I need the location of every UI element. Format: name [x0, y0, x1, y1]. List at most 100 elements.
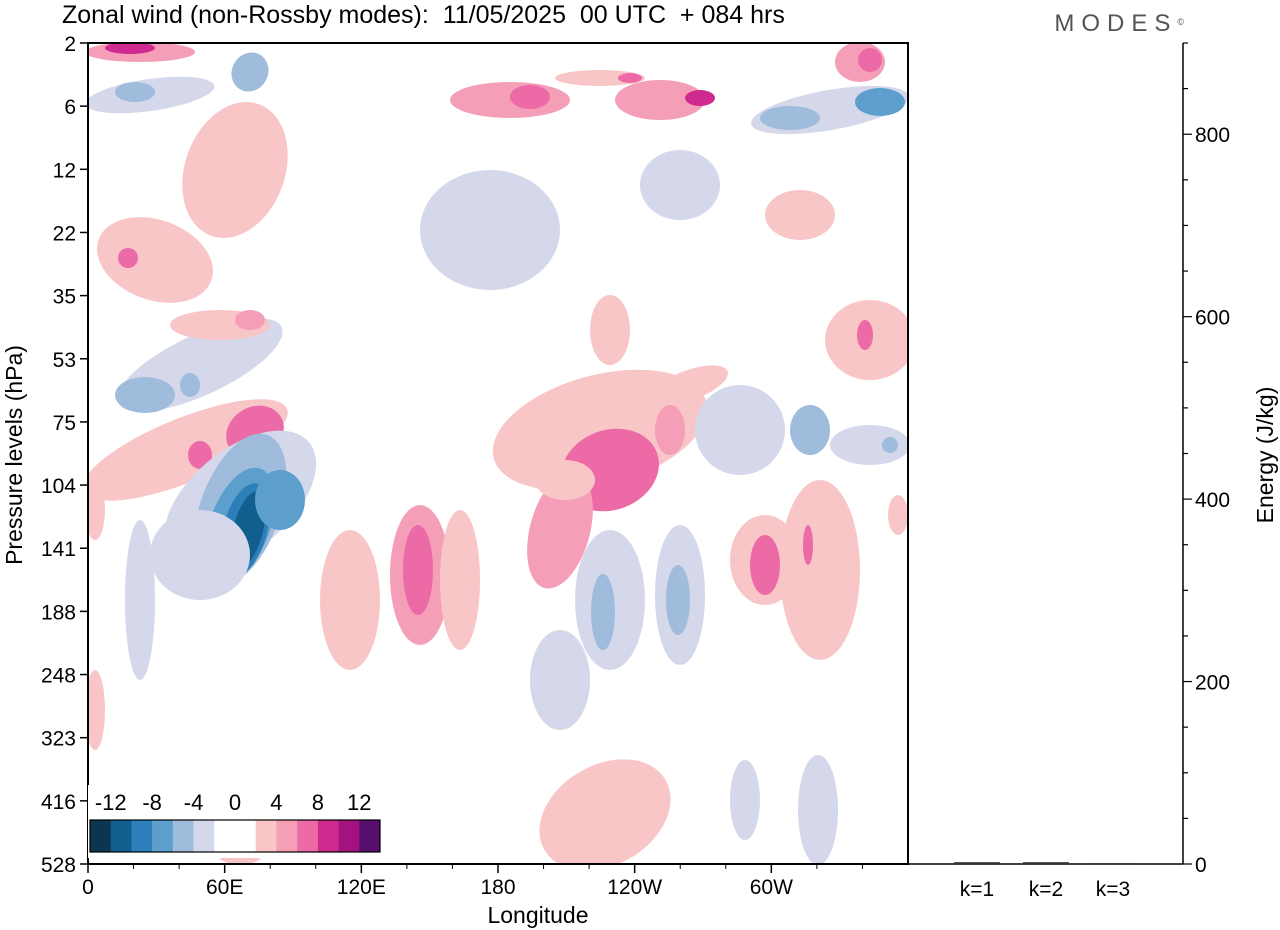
y-tick-label: 188: [41, 601, 76, 624]
contour-region: [888, 495, 908, 535]
colorbar-swatch: [317, 820, 339, 852]
x-tick-label: 60W: [750, 876, 793, 899]
y-tick-label: 35: [53, 286, 76, 309]
contour-region: [255, 470, 305, 530]
contour-region: [450, 82, 570, 118]
contour-region: [685, 90, 715, 106]
contour-region: [750, 535, 780, 595]
energy-category-label: k=3: [1096, 878, 1130, 901]
brand-text: MODES: [1054, 10, 1178, 37]
contour-region: [655, 405, 685, 455]
energy-tick-label: 600: [1195, 307, 1230, 330]
colorbar-swatch: [131, 820, 153, 852]
contour-region: [615, 80, 705, 120]
contour-region: [88, 480, 105, 540]
energy-category-label: k=1: [960, 878, 994, 901]
y-tick-label: 416: [41, 791, 76, 814]
colorbar-swatch: [255, 820, 277, 852]
colorbar-swatch: [235, 820, 257, 852]
x-axis-label: Longitude: [487, 902, 588, 928]
contour-region: [115, 377, 175, 413]
y-tick-label: 6: [64, 96, 76, 119]
colorbar: -12 -8 -4 0 4 8 12: [88, 785, 382, 858]
contour-region: [180, 373, 200, 397]
y-tick-label: 141: [41, 538, 76, 561]
contour-region: [855, 88, 905, 116]
colorbar-swatch: [172, 820, 194, 852]
contour-region: [115, 82, 155, 102]
contour-region: [539, 759, 671, 864]
contour-region: [125, 520, 155, 680]
energy-tick-label: 800: [1195, 124, 1230, 147]
contour-region: [666, 565, 690, 635]
colorbar-tick-label: 0: [229, 790, 241, 815]
contour-region: [105, 43, 155, 54]
colorbar-tick-label: -12: [95, 790, 127, 815]
contour-region: [235, 310, 265, 330]
colorbar-swatch: [297, 820, 319, 852]
x-tick-label: 0: [82, 876, 94, 899]
contour-region: [858, 48, 882, 72]
y-tick-label: 22: [53, 222, 76, 245]
contour-region: [510, 85, 550, 109]
contour-region: [798, 755, 838, 864]
contour-region: [88, 670, 105, 750]
chart-title: Zonal wind (non-Rossby modes): 11/05/202…: [62, 1, 785, 29]
contour-region: [790, 405, 830, 455]
x-tick-label: 180: [480, 876, 515, 899]
colorbar-tick-label: -8: [142, 790, 162, 815]
colorbar-swatch: [193, 820, 215, 852]
y-tick-label: 2: [64, 33, 76, 56]
energy-axis-label: Energy (J/kg): [1252, 387, 1278, 524]
y-axis-label: Pressure levels (hPa): [1, 345, 27, 565]
contour-region: [765, 190, 835, 240]
contour-region: [150, 510, 250, 600]
brand-logo: MODES©: [1054, 10, 1184, 38]
contour-region: [591, 574, 615, 650]
contour-region: [882, 437, 898, 453]
contour-region: [527, 471, 593, 589]
energy-bar: [1090, 863, 1136, 865]
colorbar-swatch: [338, 820, 360, 852]
y-tick-label: 528: [41, 854, 76, 877]
contour-region: [652, 365, 728, 405]
contour-region: [96, 217, 214, 303]
contour-region: [420, 170, 560, 290]
contour-region: [530, 630, 590, 730]
energy-tick-label: 400: [1195, 489, 1230, 512]
x-tick-label: 120E: [337, 876, 386, 899]
contour-region: [760, 106, 820, 130]
energy-panel: 0 200 400 600 800 Energy (J/kg) k=1 k=2 k=3: [908, 42, 1278, 901]
contour-region: [188, 441, 212, 469]
colorbar-tick-label: -4: [184, 790, 204, 815]
brand-mark: ©: [1177, 17, 1184, 27]
y-tick-label: 12: [53, 159, 76, 182]
y-tick-label: 104: [41, 475, 76, 498]
contour-region: [618, 73, 642, 83]
colorbar-tick-label: 12: [347, 790, 371, 815]
energy-tick-label: 0: [1195, 854, 1207, 877]
colorbar-swatch: [214, 820, 236, 852]
contour-region: [118, 248, 138, 268]
colorbar-swatch: [359, 820, 381, 852]
x-tick-label: 60E: [206, 876, 243, 899]
colorbar-swatch: [110, 820, 132, 852]
y-tick-label: 323: [41, 728, 76, 751]
contour-region: [695, 385, 785, 475]
y-tick-label: 75: [53, 412, 76, 435]
y-tick-label: 248: [41, 665, 76, 688]
contour-region: [231, 52, 269, 92]
contour-region: [857, 320, 873, 350]
colorbar-swatch: [90, 820, 112, 852]
contour-region: [440, 510, 480, 650]
contour-region: [610, 375, 670, 425]
contour-region: [640, 150, 720, 220]
contour-region: [182, 102, 288, 238]
colorbar-tick-label: 4: [270, 790, 282, 815]
contour-region: [565, 815, 635, 864]
contour-region: [730, 760, 760, 840]
y-tick-label: 53: [53, 349, 76, 372]
energy-tick-label: 200: [1195, 672, 1230, 695]
contour-region: [555, 70, 645, 86]
